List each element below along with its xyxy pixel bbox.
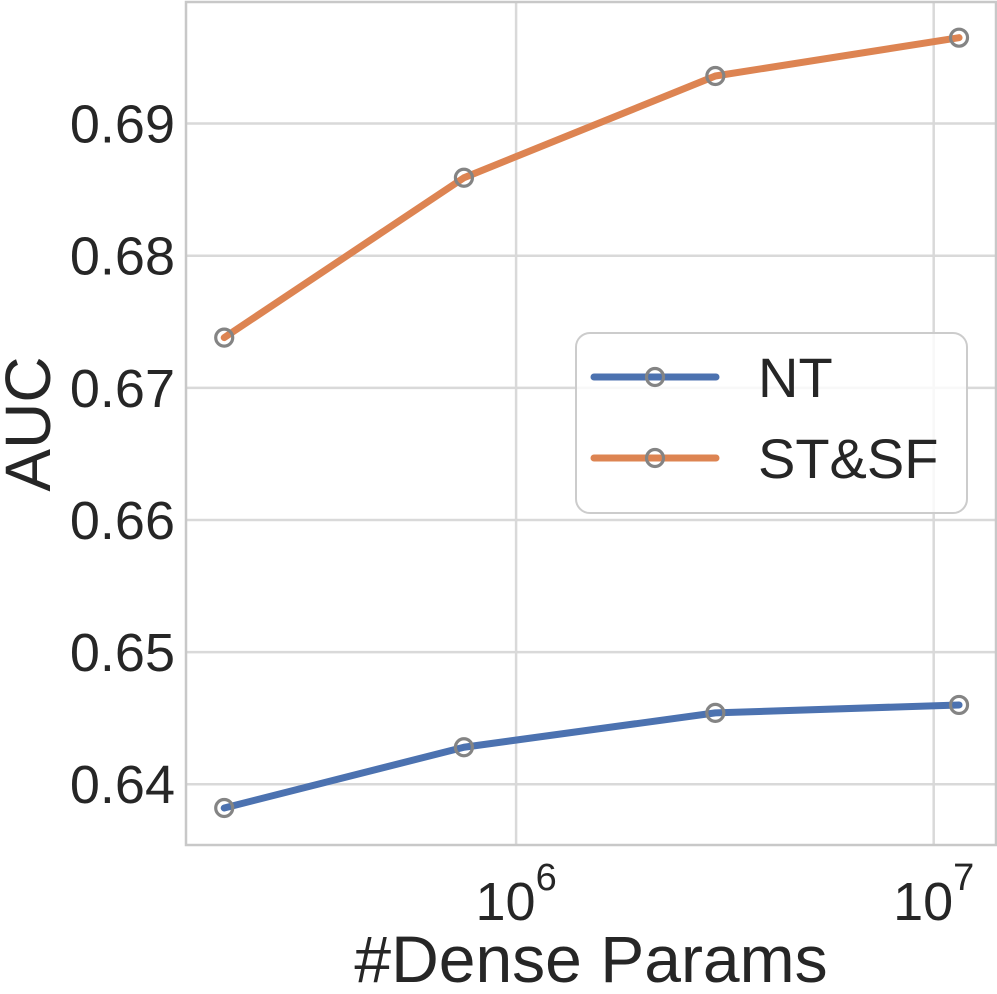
ytick-0.67: 0.67 (70, 359, 175, 419)
xtick-1e7-base: 10 (893, 872, 953, 932)
data-point-marker (705, 65, 726, 87)
series-line-ST&SF (220, 34, 963, 342)
y-axis-label: AUC (0, 356, 64, 491)
y-axis-tick-labels: 0.69 0.68 0.67 0.66 0.65 0.64 (70, 95, 175, 816)
ytick-0.68: 0.68 (70, 227, 175, 287)
x-axis-label: #Dense Params (354, 922, 827, 994)
xtick-1e6-exponent: 6 (536, 857, 557, 899)
data-point-marker (214, 327, 235, 348)
x-axis-tick-labels: 106 107 (475, 857, 974, 932)
xtick-1e6: 106 (475, 857, 556, 932)
series-lines (220, 34, 963, 812)
data-point-marker (453, 737, 475, 758)
legend-label-stsf: ST&SF (758, 427, 938, 490)
legend: NT ST&SF (575, 332, 968, 514)
ytick-0.64: 0.64 (70, 755, 175, 815)
plot-border (184, 0, 997, 847)
legend-marker-nt (644, 366, 666, 388)
data-point-marker (705, 702, 726, 723)
series-markers (214, 27, 970, 819)
ytick-0.66: 0.66 (70, 491, 175, 551)
data-point-marker (453, 167, 475, 188)
legend-marker-stsf (644, 447, 666, 469)
legend-label-nt: NT (758, 346, 833, 409)
data-point-marker (948, 27, 970, 48)
xtick-1e6-base: 10 (475, 872, 535, 932)
xtick-1e7-exponent: 7 (953, 857, 974, 899)
data-point-marker (948, 694, 970, 716)
series-line-NT (220, 701, 963, 812)
data-point-marker (214, 797, 235, 819)
ytick-0.65: 0.65 (70, 623, 175, 683)
ytick-0.69: 0.69 (70, 95, 175, 155)
xtick-1e7: 107 (893, 857, 974, 932)
